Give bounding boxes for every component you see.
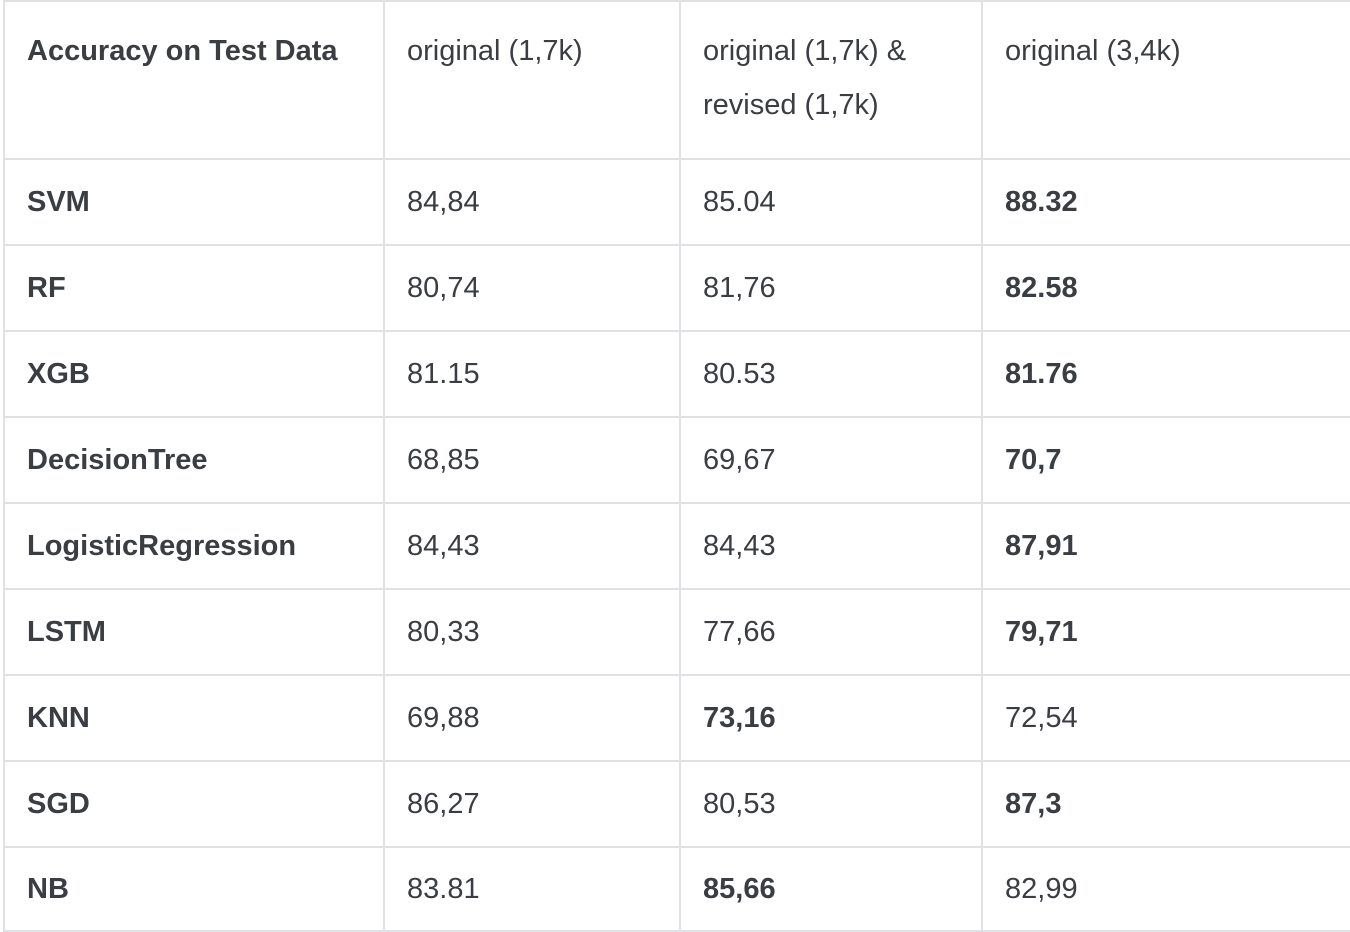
row-label: LSTM [3, 588, 385, 676]
table-cell: 82.58 [981, 244, 1350, 332]
table-cell: 86,27 [383, 760, 681, 848]
table-cell: 85,66 [679, 846, 983, 932]
table-cell: 69,88 [383, 674, 681, 762]
table-cell: 81,76 [679, 244, 983, 332]
row-label: XGB [3, 330, 385, 418]
table-cell: 84,84 [383, 158, 681, 246]
table-cell: 80.53 [679, 330, 983, 418]
table-row: LSTM 80,33 77,66 79,71 [3, 588, 1350, 676]
table-header-row: Accuracy on Test Data original (1,7k) or… [3, 0, 1350, 160]
table-row: KNN 69,88 73,16 72,54 [3, 674, 1350, 762]
row-label: RF [3, 244, 385, 332]
table-cell: 79,71 [981, 588, 1350, 676]
table-cell: 80,74 [383, 244, 681, 332]
table-cell: 70,7 [981, 416, 1350, 504]
table-cell: 77,66 [679, 588, 983, 676]
header-metric: Accuracy on Test Data [3, 0, 385, 160]
table-cell: 73,16 [679, 674, 983, 762]
table-cell: 80,53 [679, 760, 983, 848]
row-label: SVM [3, 158, 385, 246]
table-row: SVM 84,84 85.04 88.32 [3, 158, 1350, 246]
table-body: SVM 84,84 85.04 88.32 RF 80,74 81,76 82.58 XGB 81… [3, 158, 1350, 932]
accuracy-table: Accuracy on Test Data original (1,7k) or… [3, 0, 1350, 932]
table-row: LogisticRegression 84,43 84,43 87,91 [3, 502, 1350, 590]
table-row: DecisionTree 68,85 69,67 70,7 [3, 416, 1350, 504]
table-cell: 83.81 [383, 846, 681, 932]
table-cell: 81.15 [383, 330, 681, 418]
table-cell: 81.76 [981, 330, 1350, 418]
table-cell: 88.32 [981, 158, 1350, 246]
row-label: KNN [3, 674, 385, 762]
row-label: NB [3, 846, 385, 932]
header-original-revised: original (1,7k) & revised (1,7k) [679, 0, 983, 160]
accuracy-table-container: Accuracy on Test Data original (1,7k) or… [3, 0, 1350, 932]
table-cell: 84,43 [679, 502, 983, 590]
header-original-3-4k: original (3,4k) [981, 0, 1350, 160]
table-row: SGD 86,27 80,53 87,3 [3, 760, 1350, 848]
table-row: NB 83.81 85,66 82,99 [3, 846, 1350, 932]
row-label: LogisticRegression [3, 502, 385, 590]
table-cell: 72,54 [981, 674, 1350, 762]
table-row: XGB 81.15 80.53 81.76 [3, 330, 1350, 418]
table-cell: 68,85 [383, 416, 681, 504]
header-original-1-7k: original (1,7k) [383, 0, 681, 160]
table-cell: 84,43 [383, 502, 681, 590]
table-cell: 87,3 [981, 760, 1350, 848]
row-label: DecisionTree [3, 416, 385, 504]
table-cell: 69,67 [679, 416, 983, 504]
table-cell: 87,91 [981, 502, 1350, 590]
table-cell: 80,33 [383, 588, 681, 676]
table-row: RF 80,74 81,76 82.58 [3, 244, 1350, 332]
table-cell: 82,99 [981, 846, 1350, 932]
table-cell: 85.04 [679, 158, 983, 246]
row-label: SGD [3, 760, 385, 848]
